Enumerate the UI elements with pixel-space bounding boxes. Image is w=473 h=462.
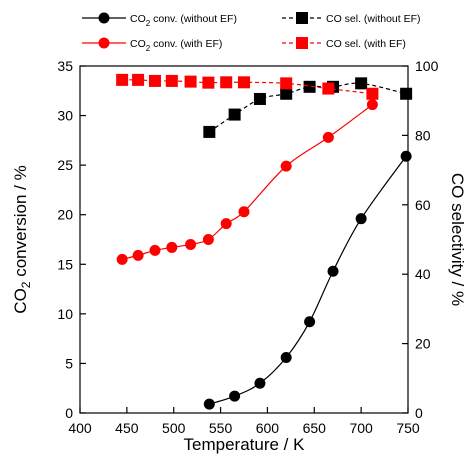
x-tick-label: 400 — [68, 420, 92, 436]
x-tick-label: 750 — [396, 420, 420, 436]
data-point-co2-conv-without-ef — [229, 390, 241, 402]
legend-entry-co2-conv-with-ef: CO2 conv. (with EF) — [82, 37, 222, 53]
x-tick-label: 550 — [209, 420, 233, 436]
legend-label: CO sel. (with EF) — [326, 38, 406, 50]
y-left-tick-label: 0 — [65, 405, 73, 421]
legend-label: CO2 conv. (with EF) — [130, 38, 222, 53]
x-tick-label: 600 — [256, 420, 280, 436]
series-co2-conv-with-ef — [116, 99, 378, 265]
y-left-tick-label: 25 — [57, 157, 73, 173]
data-point-co-sel-without-ef — [253, 92, 266, 105]
x-tick-label: 700 — [349, 420, 373, 436]
data-point-co-sel-with-ef — [322, 82, 335, 95]
data-point-co2-conv-without-ef — [400, 150, 412, 162]
legend: CO2 conv. (without EF) CO2 conv. (with EF… — [82, 12, 421, 53]
data-point-co2-conv-without-ef — [304, 316, 316, 328]
plot-frame — [79, 65, 409, 414]
data-point-co2-conv-with-ef — [116, 253, 128, 265]
series-co2-conv-without-ef — [203, 150, 412, 410]
data-point-co2-conv-without-ef — [254, 377, 266, 389]
y-right-tick-label: 20 — [415, 336, 431, 352]
data-point-co2-conv-with-ef — [280, 160, 292, 172]
data-point-co-sel-with-ef — [148, 74, 161, 87]
y-right-tick-label: 80 — [415, 127, 431, 143]
legend-entry-co-sel-without-ef: CO sel. (without EF) — [282, 12, 421, 25]
data-point-co2-conv-with-ef — [166, 241, 178, 253]
data-point-co-sel-without-ef — [228, 108, 241, 121]
data-point-co2-conv-without-ef — [280, 351, 292, 363]
data-point-co2-conv-with-ef — [149, 244, 161, 256]
data-point-co2-conv-with-ef — [132, 249, 144, 261]
series-line-co-sel-without-ef — [208, 82, 407, 133]
series-line-co2-conv-with-ef — [122, 104, 373, 260]
data-point-co-sel-without-ef — [203, 125, 216, 138]
data-point-co2-conv-without-ef — [355, 213, 367, 225]
data-point-co-sel-without-ef — [303, 80, 316, 93]
plot-series — [116, 73, 413, 410]
legend-marker — [296, 12, 308, 24]
y-right-tick-label: 60 — [415, 197, 431, 213]
y-left-tick-label: 30 — [57, 108, 73, 124]
data-point-co-sel-with-ef — [184, 75, 197, 88]
data-point-co2-conv-with-ef — [366, 99, 378, 111]
y-left-tick-label: 5 — [65, 355, 73, 371]
data-point-co-sel-with-ef — [220, 76, 233, 89]
data-point-co-sel-with-ef — [132, 73, 145, 86]
legend-marker — [296, 37, 308, 49]
data-point-co-sel-with-ef — [238, 76, 250, 89]
legend-label: CO sel. (without EF) — [326, 13, 421, 25]
y-right-tick-label: 0 — [415, 405, 423, 421]
legend-entry-co2-conv-without-ef: CO2 conv. (without EF) — [82, 12, 237, 28]
data-point-co2-conv-with-ef — [185, 238, 197, 250]
data-point-co2-conv-without-ef — [327, 265, 339, 277]
y-right-tick-label: 100 — [415, 58, 439, 74]
y-left-tick-label: 10 — [57, 306, 73, 322]
data-point-co2-conv-without-ef — [203, 398, 215, 410]
data-point-co2-conv-with-ef — [238, 206, 250, 218]
series-line-co2-conv-without-ef — [209, 155, 407, 405]
x-tick-label: 500 — [162, 420, 186, 436]
y-axis-right-label: CO selectivity / % — [448, 173, 467, 306]
data-point-co-sel-without-ef — [280, 87, 293, 100]
data-point-co2-conv-with-ef — [202, 234, 214, 245]
y-left-tick-label: 35 — [57, 58, 73, 74]
data-point-co-sel-without-ef — [400, 87, 413, 100]
legend-marker — [98, 12, 110, 24]
y-left-tick-label: 20 — [57, 207, 73, 223]
x-axis-label: Temperature / K — [184, 435, 306, 454]
data-point-co2-conv-with-ef — [322, 131, 334, 143]
y-left-tick-label: 15 — [57, 256, 73, 272]
data-point-co-sel-with-ef — [165, 74, 178, 87]
series-co-sel-without-ef — [203, 77, 413, 138]
y-right-tick-label: 40 — [415, 266, 431, 282]
x-tick-label: 650 — [303, 420, 327, 436]
series-co-sel-with-ef — [116, 73, 379, 100]
legend-entry-co-sel-with-ef: CO sel. (with EF) — [282, 37, 406, 50]
data-point-co-sel-with-ef — [280, 77, 293, 90]
data-point-co-sel-with-ef — [116, 73, 129, 86]
legend-marker — [98, 37, 110, 49]
y-axis-left-label: CO2 conversion / % — [11, 165, 33, 313]
legend-label: CO2 conv. (without EF) — [130, 13, 237, 28]
axis-ticks: 400 450 500 550 600 650 700 7500510152025303502… — [57, 58, 438, 436]
data-point-co-sel-without-ef — [355, 77, 368, 90]
data-point-co-sel-with-ef — [366, 87, 379, 100]
data-point-co-sel-with-ef — [202, 76, 215, 89]
x-tick-label: 450 — [115, 420, 139, 436]
data-point-co2-conv-with-ef — [220, 218, 232, 230]
